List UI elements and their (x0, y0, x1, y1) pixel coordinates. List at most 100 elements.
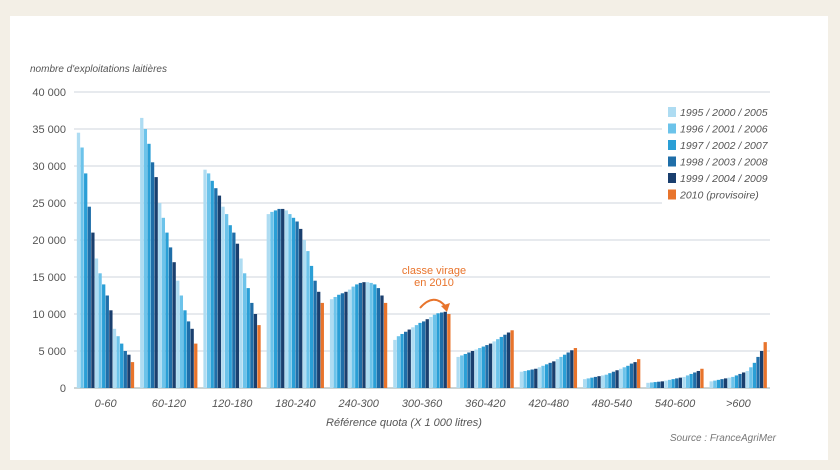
bar-120-180-2010 (257, 325, 261, 388)
bar-240-300-1997 (337, 294, 341, 388)
bar-240-300-2006 (369, 282, 373, 388)
bar-360-420-2002 (481, 346, 485, 388)
bar-180-240-2006 (306, 251, 310, 388)
bar-120-180-2006 (242, 273, 247, 388)
bar-360-420-2010 (510, 330, 514, 388)
bar-420-480-2004 (552, 361, 556, 388)
bar-360-420-2007 (499, 336, 503, 388)
bar-180-240-2002 (291, 217, 296, 388)
x-tick-labels: 0-60 60-120 120-180 180-240 240-300 300-360 36… (95, 398, 752, 410)
bar-0-60-1997 (84, 173, 88, 388)
y-tick-label: 0 (60, 383, 66, 395)
bar-240-300-2004 (362, 282, 366, 388)
bar-480-540-1997 (590, 377, 594, 388)
bar-0-60-1998 (87, 206, 91, 388)
bar-480-540-2000 (601, 375, 605, 388)
bar-0-60-2006 (116, 336, 120, 388)
bar-0-60-2003 (105, 295, 109, 388)
bar-240-300-2003 (358, 282, 363, 388)
x-tick-label: 120-180 (212, 398, 253, 410)
bar-360-420-2000 (474, 349, 478, 388)
bar-240-300-2000 (347, 289, 352, 388)
bar-0-60-1996 (80, 147, 84, 388)
legend-swatch (668, 123, 676, 134)
legend-background (662, 104, 788, 210)
bar-60-120-1997 (147, 143, 151, 388)
bar-180-240-1999 (281, 208, 285, 388)
bar->600-2008 (756, 356, 760, 388)
bar-120-180-2000 (221, 206, 225, 388)
bar->600-2009 (759, 351, 764, 388)
bar-420-480-2001 (541, 365, 545, 388)
bar-300-360-2010 (447, 314, 451, 388)
bar-480-540-1999 (597, 376, 601, 388)
bar-180-240-2004 (299, 228, 303, 388)
bar-240-300-1995 (329, 299, 334, 388)
bar-60-120-1996 (143, 129, 148, 388)
bar->600-2001 (731, 376, 735, 388)
bar-0-60-2004 (109, 310, 113, 388)
bar-480-540-2009 (633, 362, 637, 388)
bar-540-600-2000 (664, 380, 668, 388)
bar-180-240-2000 (284, 210, 288, 388)
legend-swatch (668, 189, 676, 200)
bar-60-120-2009 (190, 328, 194, 388)
bar-420-480-1998 (530, 369, 534, 388)
x-tick-label: 60-120 (152, 398, 187, 410)
bar-180-240-1995 (266, 214, 270, 388)
bar-300-360-2005 (429, 316, 433, 388)
bar-60-120-1999 (154, 177, 158, 388)
bar-300-360-2009 (443, 311, 447, 388)
bar-360-420-1998 (467, 352, 471, 388)
bar-180-240-2003 (295, 221, 299, 388)
bar-120-180-2007 (246, 288, 250, 388)
bar-300-360-2001 (414, 325, 419, 388)
bar-120-180-1998 (214, 188, 218, 388)
bar-240-300-2005 (365, 282, 370, 388)
bar-420-480-1999 (534, 368, 538, 388)
bar-60-120-1998 (150, 162, 155, 388)
bar-60-120-2000 (158, 203, 162, 388)
bar-300-360-1996 (396, 336, 401, 388)
bar-300-360-1999 (407, 329, 411, 388)
bar-240-300-1999 (344, 291, 348, 388)
bar-420-480-1996 (523, 370, 527, 388)
bar-360-420-2006 (496, 339, 500, 388)
bar-60-120-2001 (161, 217, 166, 388)
bar-540-600-2005 (682, 376, 686, 388)
bar-0-60-2005 (112, 328, 117, 388)
bar-420-480-1995 (519, 371, 524, 388)
bar-540-600-1997 (653, 382, 657, 388)
bar-240-300-2010 (383, 302, 388, 388)
bar-180-240-2010 (320, 302, 324, 388)
bar->600-2007 (752, 362, 757, 388)
legend-label: 1997 / 2002 / 2007 (680, 140, 769, 152)
bar->600-2003 (738, 373, 742, 388)
bar-60-120-2003 (168, 247, 173, 388)
bar-240-300-2008 (376, 288, 381, 388)
x-tick-label: 300-360 (402, 398, 443, 410)
bar-540-600-2002 (671, 379, 675, 388)
bar-480-540-2008 (629, 363, 634, 388)
y-tick-label: 35 000 (32, 124, 66, 136)
bar-180-240-1996 (270, 211, 274, 388)
y-tick-label: 40 000 (32, 87, 66, 99)
x-tick-label: 180-240 (275, 398, 316, 410)
bar->600-2002 (734, 375, 739, 388)
bar-120-180-2003 (232, 232, 236, 388)
bar-240-300-1996 (333, 296, 337, 388)
bar-120-180-1999 (217, 195, 222, 388)
bar-360-420-1997 (463, 353, 467, 388)
bar-60-120-1995 (140, 117, 144, 389)
y-tick-label: 5 000 (38, 346, 66, 358)
bar-360-420-1995 (456, 356, 460, 388)
y-tick-label: 20 000 (32, 235, 66, 247)
bar-540-600-1999 (660, 381, 664, 388)
bar-180-240-2005 (302, 240, 306, 388)
bar-480-540-1995 (583, 379, 587, 388)
bar-420-480-2007 (562, 354, 567, 388)
legend-label: 1998 / 2003 / 2008 (680, 157, 768, 169)
bar-60-120-2006 (179, 295, 184, 388)
bar-360-420-1996 (460, 355, 464, 388)
